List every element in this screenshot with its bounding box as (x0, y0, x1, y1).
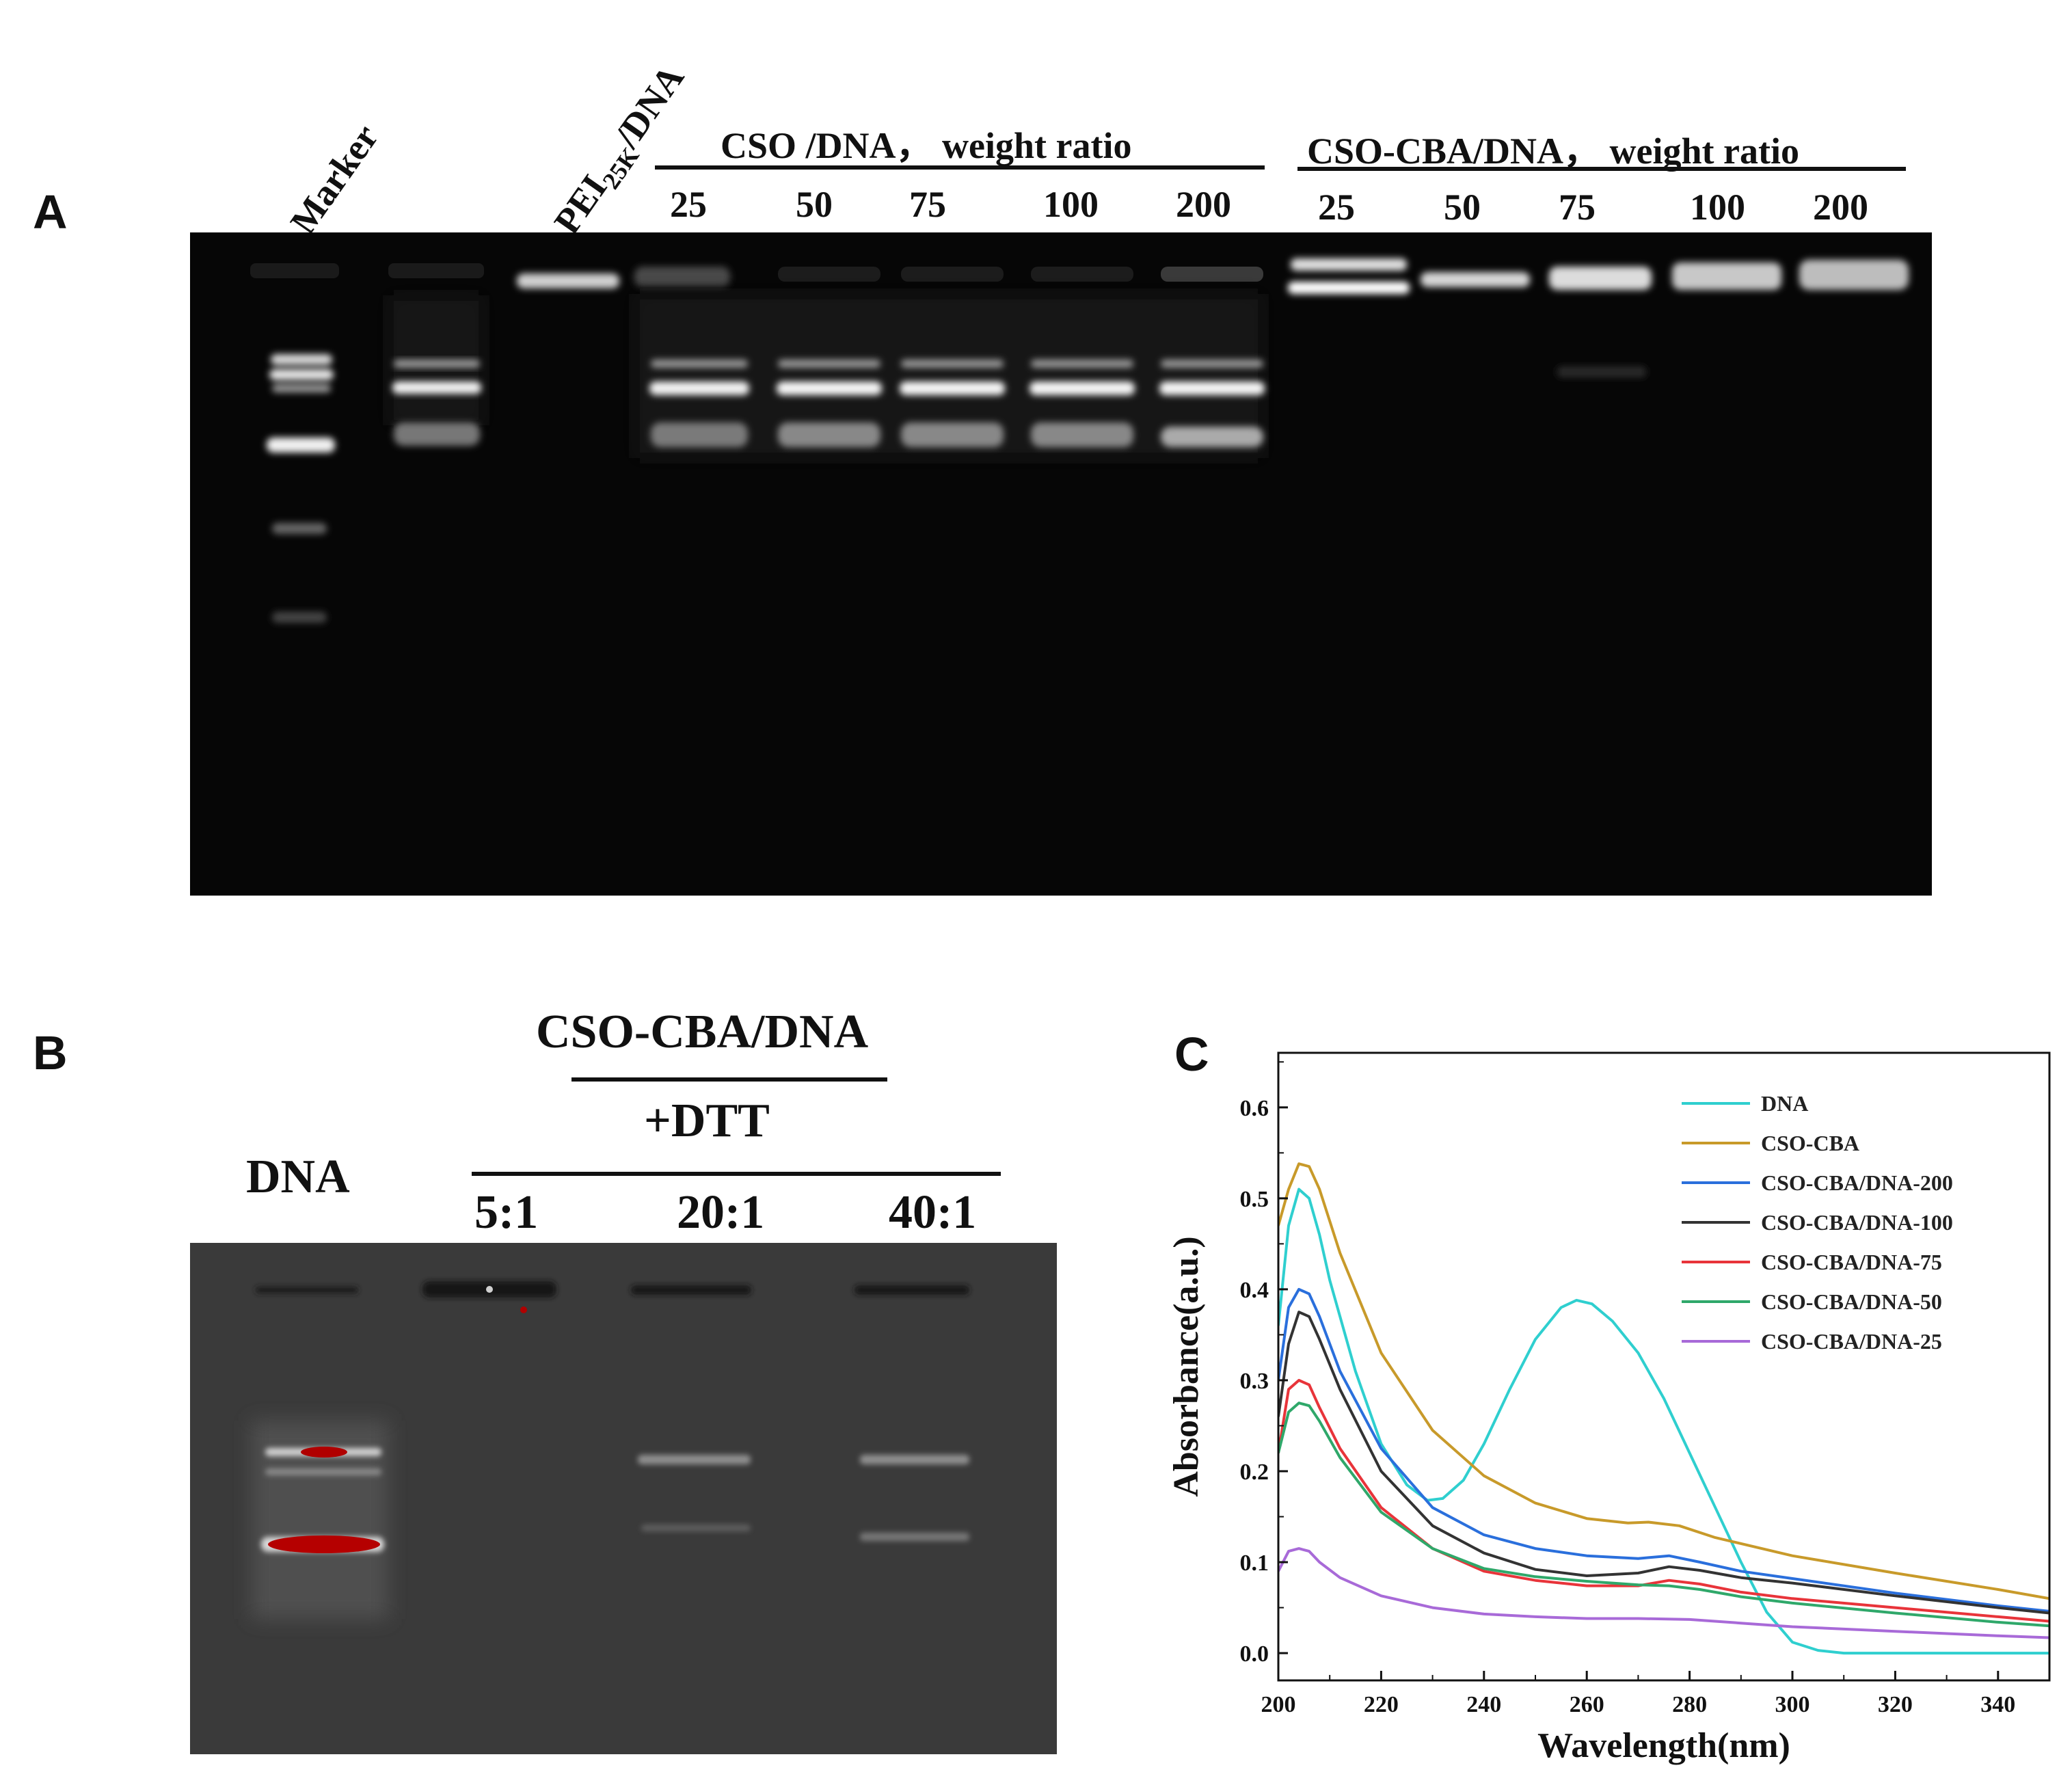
x-tick-label: 320 (1878, 1692, 1913, 1717)
panel-b-group-rule (571, 1077, 887, 1082)
panel-b-ratio-label: 40:1 (889, 1186, 977, 1239)
gel-a-bands (250, 258, 1909, 623)
legend-label: DNA (1761, 1091, 1808, 1116)
cbo-ratio-label: 75 (1559, 187, 1596, 228)
panel-c-letter: C (1174, 1028, 1209, 1081)
dna-lane-bands (388, 295, 484, 446)
series-line (1278, 1379, 2049, 1623)
x-tick-label: 220 (1364, 1692, 1399, 1717)
x-tick-label: 300 (1775, 1692, 1810, 1717)
cbo-lane-well-bands (1288, 258, 1909, 377)
gel-b-dna-lane (252, 1421, 388, 1619)
cbo-group-title: CSO-CBA/DNA， weight ratio (1307, 131, 1799, 172)
y-tick-label: 0.1 (1240, 1551, 1269, 1576)
gel-a-wells (250, 263, 484, 278)
absorbance-chart: 200 220 240 260 280 300 320 340 0.0 0.1 0.2 0.3 0.4 0… (1167, 1051, 2051, 1765)
pei-lane-well-band (517, 273, 619, 288)
cso-ratio-label: 25 (670, 184, 707, 225)
panel-b-ratio-label: 20:1 (677, 1186, 765, 1239)
y-tick-label: 0.4 (1240, 1278, 1269, 1303)
panel-a-letter: A (33, 185, 68, 239)
panel-b-letter: B (33, 1026, 68, 1079)
y-tick-label: 0.3 (1240, 1369, 1269, 1394)
chart-plot-layer (1278, 1162, 2049, 1655)
legend-label: CSO-CBA/DNA-200 (1761, 1170, 1953, 1195)
gel-b-dtt-lane-bands (638, 1455, 969, 1541)
legend-label: CSO-CBA (1761, 1131, 1859, 1155)
cbo-ratio-label: 200 (1813, 187, 1868, 228)
series-lines (1278, 1162, 2049, 1655)
y-tick-label: 0.2 (1240, 1460, 1269, 1485)
panel-b-treatment: +DTT (644, 1095, 770, 1147)
gel-b-red-spot (520, 1306, 527, 1313)
gel-b-well-spot (486, 1286, 493, 1293)
x-axis-label: Wavelength(nm) (1537, 1726, 1790, 1765)
x-tick-label: 240 (1466, 1692, 1501, 1717)
gel-image-a (190, 232, 1932, 896)
cso-ratio-label: 200 (1176, 184, 1231, 225)
series-line (1278, 1311, 2049, 1615)
y-tick-label: 0.6 (1240, 1096, 1269, 1121)
gel-b-bands (252, 1281, 969, 1619)
chart-axis-layer: 200 220 240 260 280 300 320 340 0.0 0.1 0.2 0.3 0.4 0… (1167, 1051, 2051, 1765)
legend-label: CSO-CBA/DNA-25 (1761, 1329, 1942, 1354)
panel-b-ratio-label: 5:1 (474, 1186, 539, 1239)
gel-b-wells (256, 1281, 969, 1298)
legend-label: CSO-CBA/DNA-75 (1761, 1250, 1942, 1274)
cso-group-title: CSO /DNA， weight ratio (721, 125, 1132, 166)
y-axis-label: Absorbance(a.u.) (1167, 1236, 1206, 1497)
x-tick-label: 200 (1261, 1692, 1296, 1717)
gel-image-b (190, 1243, 1057, 1754)
series-line (1278, 1162, 2049, 1600)
pei-suffix: /DNA (606, 57, 692, 155)
y-tick-label: 0.0 (1240, 1641, 1269, 1667)
series-line (1278, 1401, 2049, 1628)
cso-lane-bands (634, 267, 1265, 458)
legend-label: CSO-CBA/DNA-100 (1761, 1210, 1953, 1235)
cso-group-rule (655, 165, 1265, 170)
x-tick-label: 280 (1672, 1692, 1707, 1717)
series-line (1278, 1187, 2049, 1655)
panel-b-dna-label: DNA (246, 1151, 350, 1203)
marker-lane-label: Marker (282, 117, 387, 241)
panel-b-treatment-rule (472, 1172, 1001, 1176)
cbo-ratio-label: 25 (1318, 187, 1355, 228)
series-line (1278, 1287, 2049, 1613)
chart-legend: DNA CSO-CBA CSO-CBA/DNA-200 CSO-CBA/DNA-100… (1682, 1091, 1953, 1354)
x-tick-label: 340 (1980, 1692, 2015, 1717)
marker-lane-bands (267, 354, 335, 623)
panel-b-group-title: CSO-CBA/DNA (536, 1006, 869, 1058)
y-tick-label: 0.5 (1240, 1187, 1269, 1212)
plot-frame (1277, 1051, 2051, 1682)
legend-label: CSO-CBA/DNA-50 (1761, 1289, 1942, 1314)
cso-ratio-label: 50 (796, 184, 833, 225)
cbo-ratio-label: 50 (1444, 187, 1481, 228)
series-line (1278, 1547, 2049, 1639)
cbo-ratio-label: 100 (1690, 187, 1745, 228)
cso-ratio-label: 100 (1043, 184, 1099, 225)
cbo-group-rule (1297, 167, 1906, 171)
cso-ratio-label: 75 (909, 184, 946, 225)
x-tick-label: 260 (1570, 1692, 1604, 1717)
